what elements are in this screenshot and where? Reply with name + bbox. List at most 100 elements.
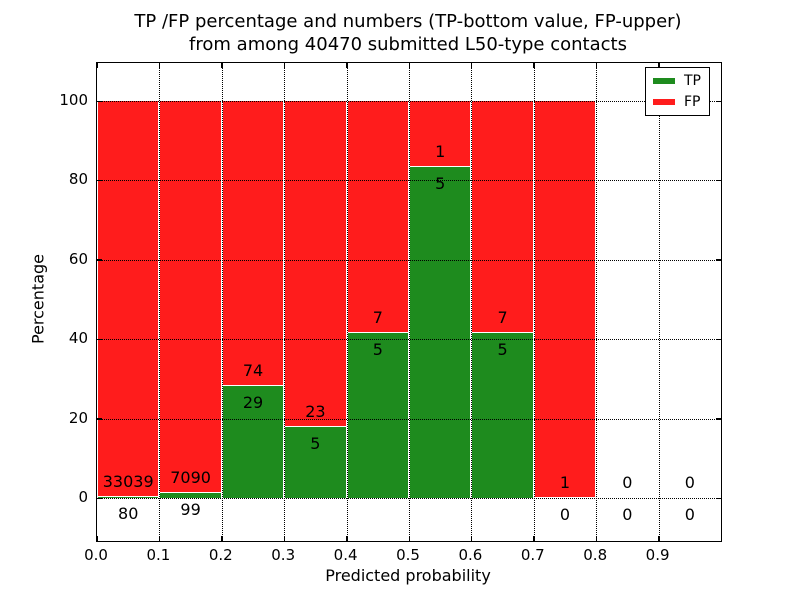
legend-entry-tp: TP: [653, 74, 701, 88]
x-tick-label: 0.2: [208, 546, 233, 564]
gridline-vertical: [346, 63, 348, 541]
y-tick-mark-right: [716, 418, 721, 420]
fp-count-label: 0: [622, 473, 633, 492]
chart-title-line2: from among 40470 submitted L50-type cont…: [189, 34, 627, 55]
gridline-vertical: [533, 63, 535, 541]
y-tick-label: 40: [68, 329, 88, 348]
legend-label: TP: [684, 73, 701, 89]
fp-count-label: 0: [684, 473, 695, 492]
tp-bar-segment: [409, 167, 472, 498]
y-tick-mark-right: [716, 100, 721, 102]
gridline-vertical: [596, 63, 598, 541]
tp-bar-segment: [284, 427, 347, 498]
fp-bar-segment: [409, 101, 472, 168]
x-tick-mark: [470, 536, 473, 541]
fp-count-label: 1: [559, 473, 571, 492]
x-tick-label: 0.5: [396, 546, 420, 564]
x-tick-mark: [158, 536, 161, 541]
tp-count-label: 5: [372, 339, 383, 359]
x-axis-label: Predicted probability: [325, 566, 491, 585]
chart-title: TP /FP percentage and numbers (TP-bottom…: [58, 10, 758, 56]
fp-bar-segment: [471, 101, 534, 333]
x-tick-label: 0.6: [458, 546, 483, 564]
fp-count-label: 7090: [170, 467, 211, 487]
gridline-vertical: [284, 63, 286, 541]
tp-count-label: 99: [180, 499, 201, 519]
fp-bar-segment: [97, 101, 160, 498]
x-tick-mark: [283, 536, 286, 541]
y-tick-mark-right: [716, 179, 721, 182]
plot-area: 33039 80 7090 99 74 29 23 5 7 5 1 5 7 5 1 0 0 0 0 0 TP FP: [96, 62, 722, 542]
fp-count-label: 1: [435, 142, 446, 162]
x-tick-mark-top: [470, 63, 473, 68]
fp-bar-segment: [159, 101, 222, 493]
tp-count-label: 0: [684, 505, 695, 524]
y-tick-mark-right: [716, 338, 721, 341]
tp-count-label: 0: [559, 505, 571, 524]
y-tick-mark-right: [716, 259, 721, 261]
tp-count-label: 5: [497, 339, 508, 359]
x-tick-mark-top: [408, 63, 410, 68]
x-tick-mark-top: [658, 63, 660, 68]
x-tick-mark: [720, 536, 722, 541]
tp-count-label: 5: [310, 434, 321, 454]
x-tick-mark-top: [283, 63, 286, 68]
x-tick-mark-top: [221, 63, 223, 68]
gridline-vertical: [471, 63, 473, 541]
fp-bar-segment: [284, 101, 347, 428]
fp-count-label: 23: [305, 402, 326, 422]
y-tick-label: 80: [68, 170, 88, 189]
fp-swatch-icon: [653, 99, 675, 105]
x-tick-mark: [595, 536, 598, 541]
x-tick-mark-top: [158, 63, 161, 68]
fp-count-label: 74: [242, 361, 264, 381]
x-tick-mark: [96, 536, 98, 541]
chart-title-line1: TP /FP percentage and numbers (TP-bottom…: [134, 11, 682, 32]
x-tick-label: 0.3: [271, 546, 296, 564]
y-tick-label: 20: [68, 408, 88, 427]
x-tick-mark-top: [96, 63, 98, 68]
fp-count-label: 7: [372, 307, 383, 327]
x-tick-mark-top: [595, 63, 598, 68]
y-tick-mark: [97, 100, 102, 102]
y-tick-mark: [97, 179, 102, 182]
y-tick-mark: [97, 338, 102, 341]
y-tick-label: 60: [68, 249, 88, 268]
legend-entry-fp: FP: [653, 95, 701, 109]
tp-swatch-icon: [653, 78, 675, 84]
y-tick-mark-right: [716, 497, 721, 499]
x-tick-mark: [533, 536, 535, 541]
x-tick-label: 0.4: [333, 546, 358, 564]
x-tick-mark: [658, 536, 660, 541]
x-tick-label: 0.7: [520, 546, 545, 564]
x-tick-label: 0.9: [645, 546, 670, 564]
gridline-vertical: [221, 63, 223, 541]
tp-count-label: 5: [435, 174, 446, 194]
tp-count-label: 80: [118, 504, 139, 524]
x-tick-mark: [221, 536, 223, 541]
y-tick-label: 100: [59, 91, 88, 109]
tp-count-label: 29: [242, 393, 264, 413]
fp-count-label: 7: [497, 307, 508, 327]
y-tick-mark: [97, 418, 102, 420]
x-tick-label: 0.1: [146, 546, 171, 564]
x-tick-mark: [346, 536, 348, 541]
x-tick-label: 0.8: [583, 546, 608, 564]
legend-label: FP: [684, 94, 701, 110]
x-tick-mark-top: [533, 63, 535, 68]
gridline-vertical: [409, 63, 410, 541]
y-tick-mark: [97, 259, 102, 261]
tp-bar-segment: [471, 332, 534, 498]
x-tick-label: 0.0: [84, 546, 108, 564]
fp-bar-segment: [346, 101, 409, 333]
y-tick-label: 0: [78, 488, 88, 506]
gridline-vertical: [658, 63, 660, 541]
fp-bar-segment: [533, 101, 597, 498]
tp-count-label: 0: [622, 505, 633, 524]
y-tick-mark: [97, 497, 102, 499]
fp-bar-segment: [221, 101, 285, 387]
x-tick-mark-top: [720, 63, 722, 68]
x-tick-mark-top: [346, 63, 348, 68]
fp-count-label: 33039: [102, 472, 154, 492]
